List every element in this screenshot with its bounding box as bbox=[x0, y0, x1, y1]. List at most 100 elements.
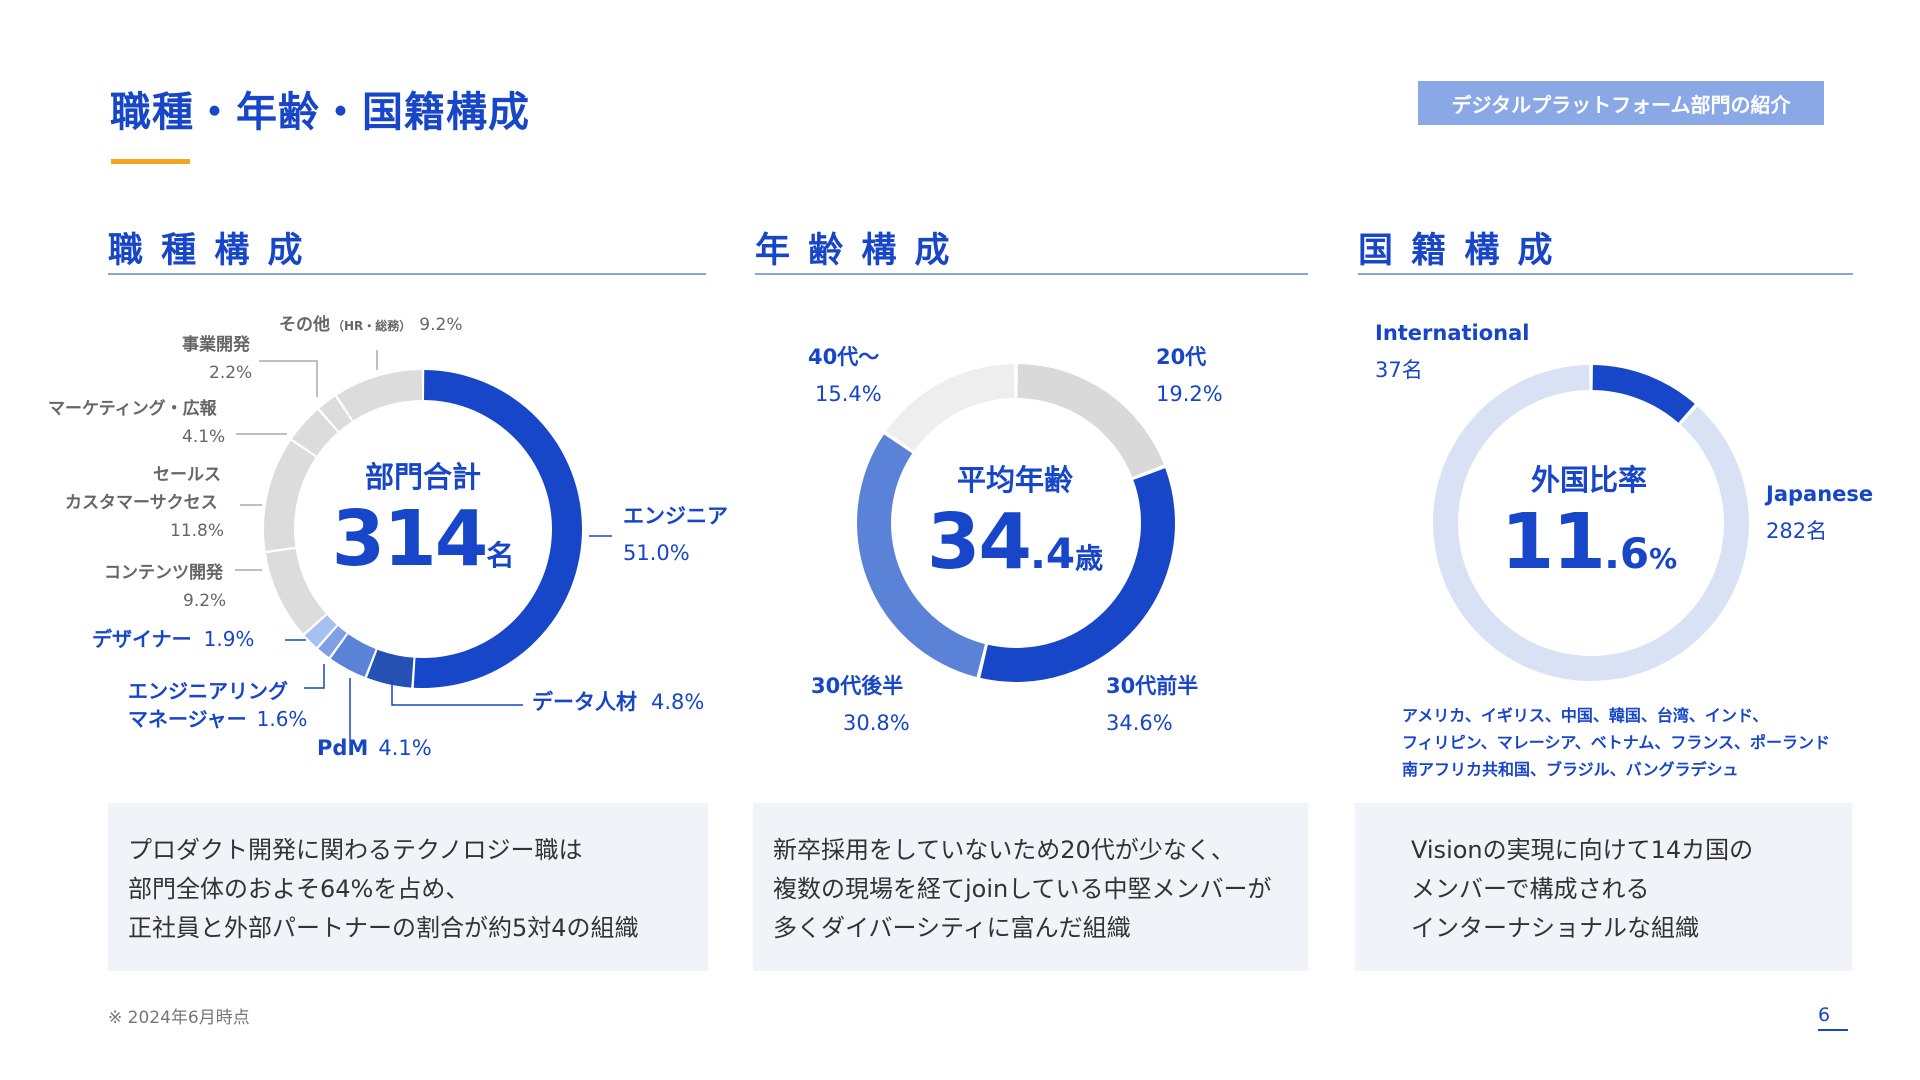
age-panel-heading: 年 齢 構 成 bbox=[755, 231, 953, 271]
value-early-30s: 34.6% bbox=[1106, 711, 1173, 735]
job-center-value: 314名 bbox=[313, 495, 533, 584]
value-late-30s: 30.8% bbox=[843, 711, 910, 735]
page-number-underline bbox=[1818, 1029, 1848, 1031]
label-content: コンテンツ開発 bbox=[104, 563, 223, 583]
age-average-unit: 歳 bbox=[1075, 542, 1104, 575]
label-late-30s: 30代後半 bbox=[811, 674, 904, 698]
label-em: マネージャー 1.6% bbox=[128, 707, 307, 732]
label-marketing: マーケティング・広報 bbox=[48, 399, 217, 419]
nationality-slice-0 bbox=[1592, 365, 1695, 423]
label-40s-plus: 40代〜 bbox=[808, 345, 880, 369]
job-slice-7 bbox=[292, 409, 338, 456]
page-number: 6 bbox=[1818, 1004, 1831, 1026]
country-line-2: フィリピン、マレーシア、ベトナム、フランス、ポーランド bbox=[1402, 733, 1831, 752]
nationality-description-box: Visionの実現に向けて14カ国の メンバーで構成される インターナショナルな… bbox=[1355, 803, 1852, 971]
foreign-ratio-integer: 11 bbox=[1500, 498, 1606, 587]
age-description-line-1: 新卒採用をしていないため20代が少なく、 bbox=[773, 836, 1235, 864]
value-content: 9.2% bbox=[183, 591, 227, 611]
value-marketing: 4.1% bbox=[182, 427, 226, 447]
title-underline bbox=[111, 159, 190, 164]
job-center-title: 部門合計 bbox=[364, 460, 481, 494]
label-engineer: エンジニア bbox=[623, 504, 728, 528]
page-title: 職種・年齢・国籍構成 bbox=[110, 88, 530, 136]
age-description-line-2: 複数の現場を経てjoinしている中堅メンバーが bbox=[773, 875, 1272, 903]
value-other: 9.2% bbox=[419, 315, 463, 335]
age-slice-2 bbox=[856, 434, 985, 678]
job-description-line-1: プロダクト開発に関わるテクノロジー職は bbox=[128, 836, 583, 864]
job-donut-chart bbox=[263, 370, 583, 689]
leader-em bbox=[304, 664, 325, 689]
value-engineer: 51.0% bbox=[623, 541, 690, 565]
job-description-line-3: 正社員と外部パートナーの割合が約5対4の組織 bbox=[128, 914, 639, 942]
age-slice-3 bbox=[886, 364, 1015, 451]
value-sales: 11.8% bbox=[170, 521, 225, 541]
label-bizdev: 事業開発 bbox=[182, 335, 250, 355]
label-international: International bbox=[1375, 321, 1530, 345]
footnote: ※ 2024年6月時点 bbox=[108, 1008, 250, 1028]
age-slice-1 bbox=[980, 468, 1175, 682]
label-em-line2: マネージャー bbox=[128, 707, 247, 731]
value-designer: 1.9% bbox=[203, 627, 255, 651]
value-bizdev: 2.2% bbox=[209, 363, 253, 383]
job-description-line-2: 部門全体のおよそ64%を占め、 bbox=[128, 875, 470, 903]
label-pdm: PdM 4.1% bbox=[317, 735, 432, 761]
label-data-talent-name: データ人材 bbox=[532, 690, 637, 714]
age-panel-rule bbox=[755, 273, 1308, 275]
value-data-talent: 4.8% bbox=[651, 690, 705, 714]
label-japanese: Japanese bbox=[1766, 482, 1874, 506]
job-slice-5 bbox=[265, 548, 326, 634]
label-other-note: （HR・総務） bbox=[332, 319, 412, 333]
job-slice-0 bbox=[413, 370, 583, 689]
label-pdm-name: PdM bbox=[317, 736, 369, 760]
leader-data bbox=[391, 680, 523, 706]
job-slice-3 bbox=[318, 626, 347, 658]
age-center-value: 34.4歳 bbox=[885, 498, 1145, 587]
age-description-line-3: 多くダイバーシティに富んだ組織 bbox=[773, 914, 1131, 942]
job-panel-rule bbox=[108, 273, 706, 275]
age-donut-chart bbox=[856, 364, 1175, 682]
job-total-number: 314 bbox=[331, 495, 489, 584]
label-em-line1: エンジニアリング bbox=[128, 679, 288, 703]
job-slice-6 bbox=[263, 440, 316, 551]
job-slice-2 bbox=[330, 634, 376, 677]
age-slice-0 bbox=[1017, 364, 1164, 478]
foreign-ratio-decimal: .6 bbox=[1603, 529, 1650, 578]
age-average-integer: 34 bbox=[926, 498, 1032, 587]
job-slice-1 bbox=[366, 649, 414, 688]
label-designer-name: デザイナー bbox=[92, 627, 192, 651]
value-japanese: 282名 bbox=[1766, 519, 1828, 543]
value-40s-plus: 15.4% bbox=[815, 382, 882, 406]
value-em: 1.6% bbox=[256, 707, 308, 731]
nationality-panel-heading: 国 籍 構 成 bbox=[1358, 231, 1556, 271]
value-pdm: 4.1% bbox=[378, 736, 432, 760]
nationality-panel-rule bbox=[1358, 273, 1853, 275]
label-sales-line1: セールス bbox=[153, 465, 221, 485]
country-line-3: 南アフリカ共和国、ブラジル、バングラデシュ bbox=[1402, 760, 1739, 779]
leader-bizdev bbox=[259, 360, 318, 397]
job-panel-heading: 職 種 構 成 bbox=[108, 231, 306, 271]
nationality-description-line-2: メンバーで構成される bbox=[1411, 875, 1650, 903]
nationality-description-line-1: Visionの実現に向けて14カ国の bbox=[1411, 836, 1754, 864]
job-slice-4 bbox=[304, 615, 337, 648]
nationality-center-title: 外国比率 bbox=[1530, 463, 1647, 497]
nationality-description-line-3: インターナショナルな組織 bbox=[1411, 914, 1699, 942]
label-other: その他 （HR・総務） 9.2% bbox=[279, 315, 463, 336]
foreign-ratio-unit: % bbox=[1649, 542, 1678, 575]
label-leader-lines bbox=[235, 350, 612, 740]
job-slice-8 bbox=[319, 396, 352, 432]
label-early-30s: 30代前半 bbox=[1106, 674, 1199, 698]
label-other-name: その他 bbox=[279, 315, 330, 335]
nationality-center-value: 11.6% bbox=[1459, 498, 1719, 587]
country-list: アメリカ、イギリス、中国、韓国、台湾、インド、 フィリピン、マレーシア、ベトナム… bbox=[1402, 702, 1830, 783]
label-20s: 20代 bbox=[1156, 345, 1207, 369]
job-description-box: プロダクト開発に関わるテクノロジー職は 部門全体のおよそ64%を占め、 正社員と… bbox=[108, 803, 708, 971]
value-20s: 19.2% bbox=[1156, 382, 1223, 406]
age-description-box: 新卒採用をしていないため20代が少なく、 複数の現場を経てjoinしている中堅メ… bbox=[753, 803, 1308, 971]
nationality-donut-chart bbox=[1433, 365, 1749, 681]
value-international: 37名 bbox=[1375, 358, 1423, 382]
job-slice-9 bbox=[337, 370, 422, 421]
country-line-1: アメリカ、イギリス、中国、韓国、台湾、インド、 bbox=[1402, 706, 1769, 725]
label-designer: デザイナー 1.9% bbox=[92, 627, 254, 652]
label-data-talent: データ人材 4.8% bbox=[532, 689, 704, 715]
